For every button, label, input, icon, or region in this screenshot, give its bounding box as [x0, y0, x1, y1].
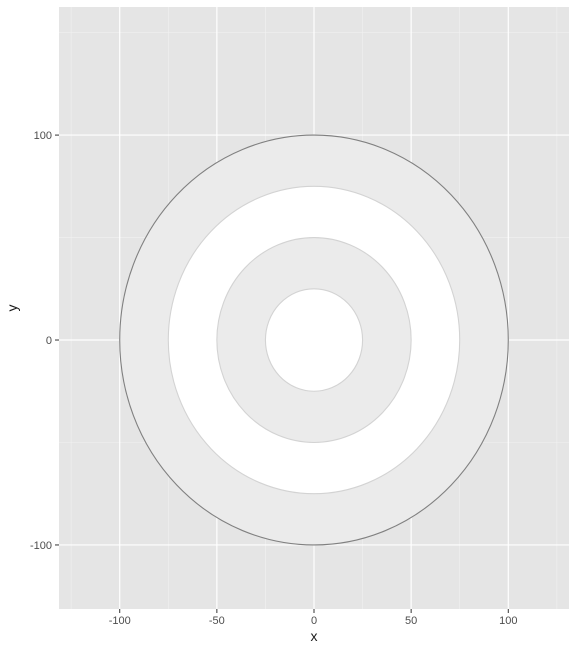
x-tick-label: -50 — [209, 615, 225, 627]
y-tick-label: -100 — [30, 540, 52, 552]
y-tick-label: 100 — [34, 130, 52, 142]
x-tick-label: -100 — [109, 615, 131, 627]
y-axis-title: y — [4, 305, 20, 312]
ring-25 — [264, 288, 364, 392]
x-tick-label: 100 — [499, 615, 517, 627]
x-tick-label: 0 — [311, 615, 317, 627]
y-tick-label: 0 — [46, 335, 52, 347]
x-tick-label: 50 — [405, 615, 417, 627]
y-axis: -100 0 100 — [30, 130, 59, 552]
x-axis-title: x — [311, 628, 318, 644]
x-axis: -100 -50 0 50 100 — [109, 609, 517, 627]
concentric-rings — [119, 134, 509, 546]
